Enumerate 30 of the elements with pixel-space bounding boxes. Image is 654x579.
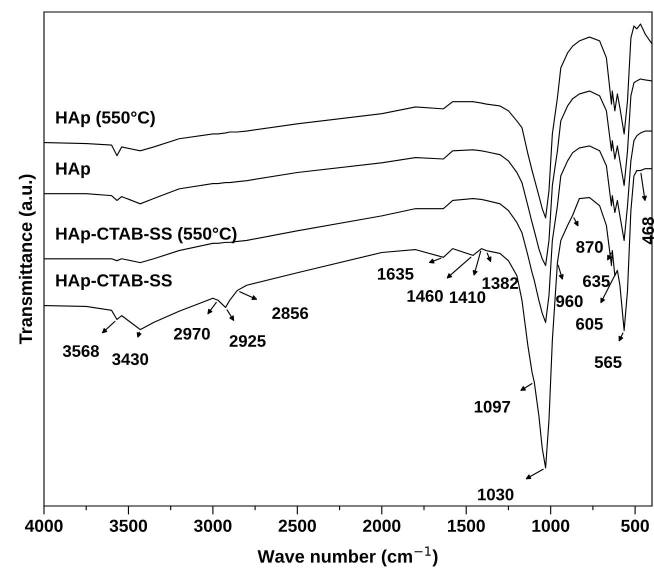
x-tick-label: 3500 — [110, 520, 148, 532]
annotation: 2856 — [272, 307, 308, 320]
annotation: 1382 — [482, 277, 518, 290]
annotation: 605 — [576, 318, 603, 330]
annotation: 870 — [576, 241, 603, 253]
annotation: 635 — [583, 275, 610, 288]
annotation: 1410 — [450, 291, 486, 304]
annotation: 3568 — [62, 345, 99, 357]
annotation: 3430 — [112, 353, 148, 366]
x-tick-label: 500 — [621, 520, 649, 532]
x-tick-label: 4000 — [24, 520, 63, 532]
annotation: 565 — [594, 356, 622, 368]
y-axis-title: Transmittance (a.u.) — [18, 174, 36, 344]
x-tick-label: 1000 — [532, 520, 570, 532]
series-label: HAp — [56, 162, 90, 178]
annotation: 1030 — [478, 488, 514, 500]
annotation: 960 — [556, 295, 583, 308]
annotation: 2925 — [230, 335, 266, 347]
annotation: 1635 — [378, 268, 414, 280]
series-label: HAp (550°C) — [56, 110, 155, 128]
x-tick-label: 3000 — [194, 520, 232, 532]
x-axis-title: Wave number (cm$^{−1}$) — [258, 546, 438, 566]
x-tick-label: 2500 — [278, 520, 316, 532]
annotation: 1097 — [474, 400, 510, 413]
x-tick-label: 2000 — [363, 520, 400, 532]
annotation: 2970 — [174, 328, 210, 340]
annotation: 1460 — [407, 290, 443, 302]
series-label: HAp-CTAB-SS (550°C) — [56, 227, 236, 244]
series-label: HAp-CTAB-SS — [56, 274, 172, 290]
x-tick-label: 1500 — [448, 520, 485, 532]
